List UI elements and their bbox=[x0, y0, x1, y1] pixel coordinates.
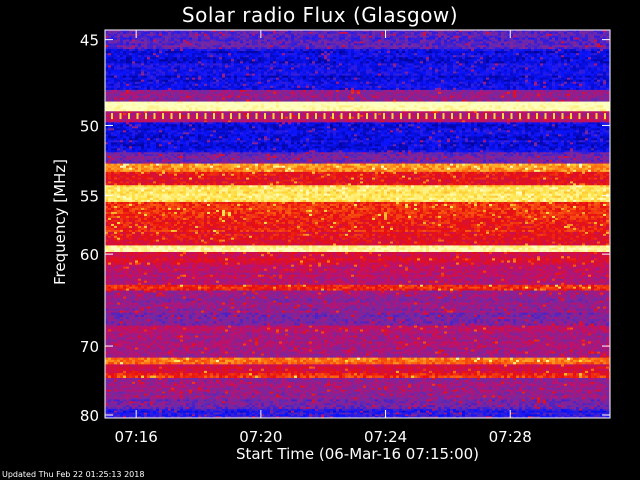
heatmap-layer bbox=[105, 30, 610, 418]
